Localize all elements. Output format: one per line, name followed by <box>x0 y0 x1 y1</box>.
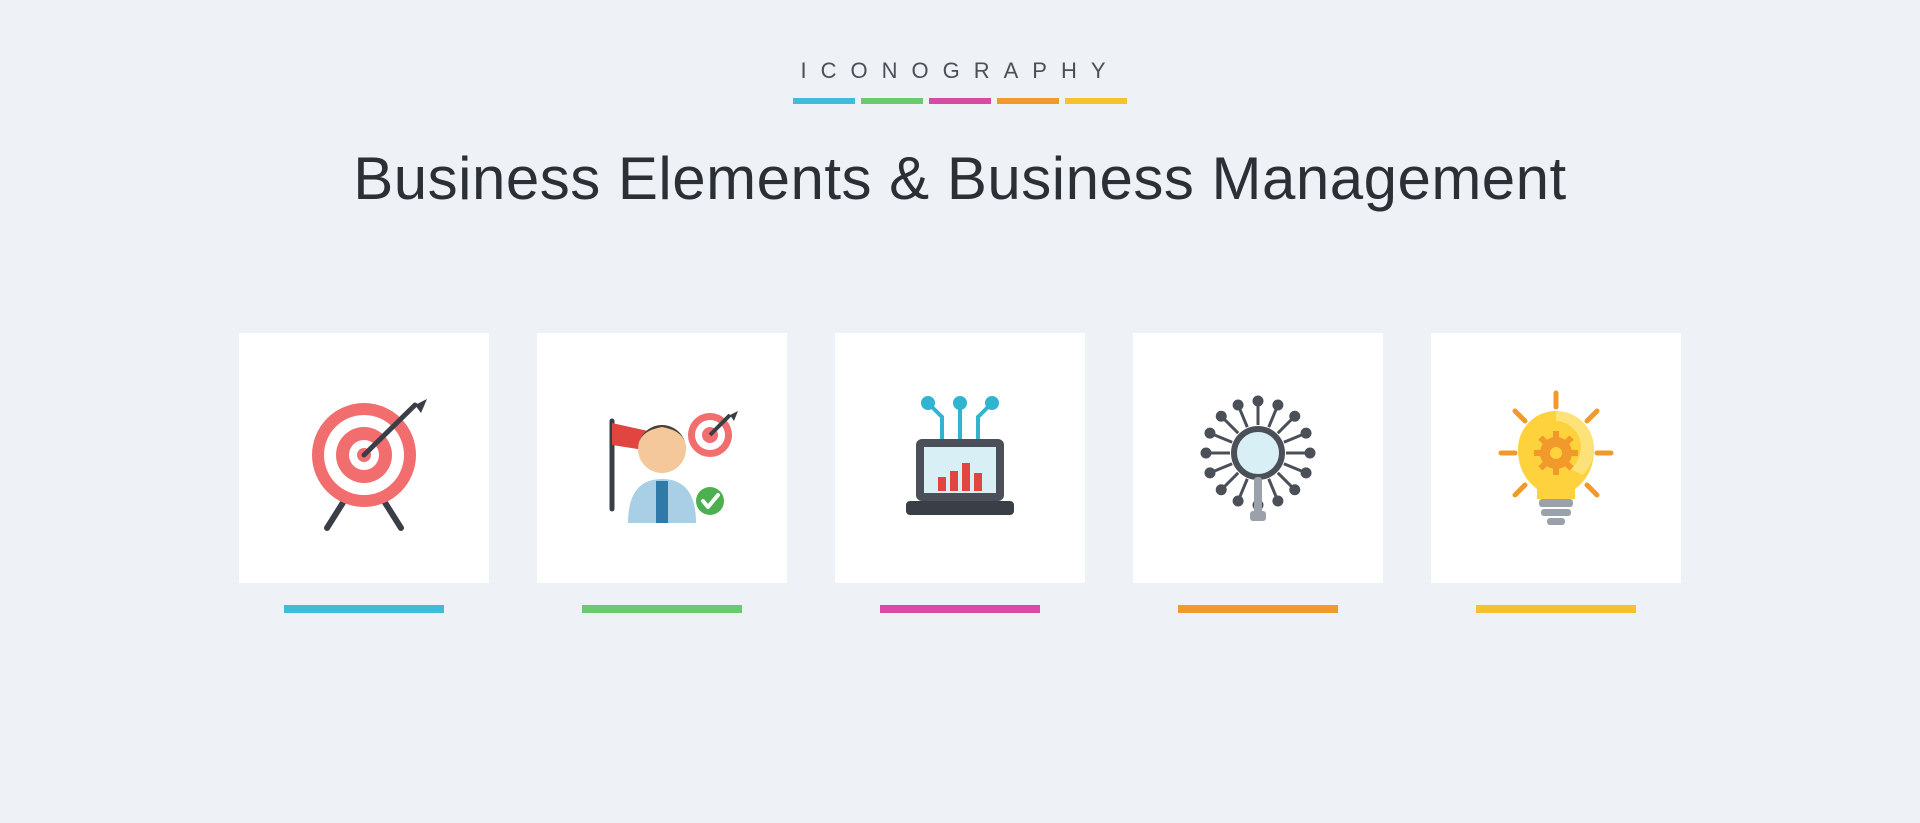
accent-stripes <box>353 98 1566 104</box>
stripe-4 <box>997 98 1059 104</box>
card-surface <box>1133 333 1383 583</box>
icon-card <box>1431 333 1681 613</box>
stripe-5 <box>1065 98 1127 104</box>
laptop-analytics-icon <box>880 383 1040 533</box>
card-underline <box>880 605 1040 613</box>
icon-card-row <box>239 333 1681 613</box>
stripe-1 <box>793 98 855 104</box>
card-underline <box>284 605 444 613</box>
employee-goal-icon <box>582 383 742 533</box>
stripe-2 <box>861 98 923 104</box>
icon-card <box>1133 333 1383 613</box>
stripe-3 <box>929 98 991 104</box>
card-surface <box>1431 333 1681 583</box>
card-underline <box>582 605 742 613</box>
card-underline <box>1178 605 1338 613</box>
overline-label: ICONOGRAPHY <box>353 58 1566 84</box>
card-surface <box>835 333 1085 583</box>
card-surface <box>537 333 787 583</box>
page-title: Business Elements & Business Management <box>353 144 1566 213</box>
icon-card <box>537 333 787 613</box>
header: ICONOGRAPHY Business Elements & Business… <box>353 58 1566 213</box>
icon-card <box>835 333 1085 613</box>
target-arrow-icon <box>289 383 439 533</box>
card-underline <box>1476 605 1636 613</box>
bulb-gear-icon <box>1481 383 1631 533</box>
card-surface <box>239 333 489 583</box>
icon-card <box>239 333 489 613</box>
network-search-icon <box>1183 383 1333 533</box>
